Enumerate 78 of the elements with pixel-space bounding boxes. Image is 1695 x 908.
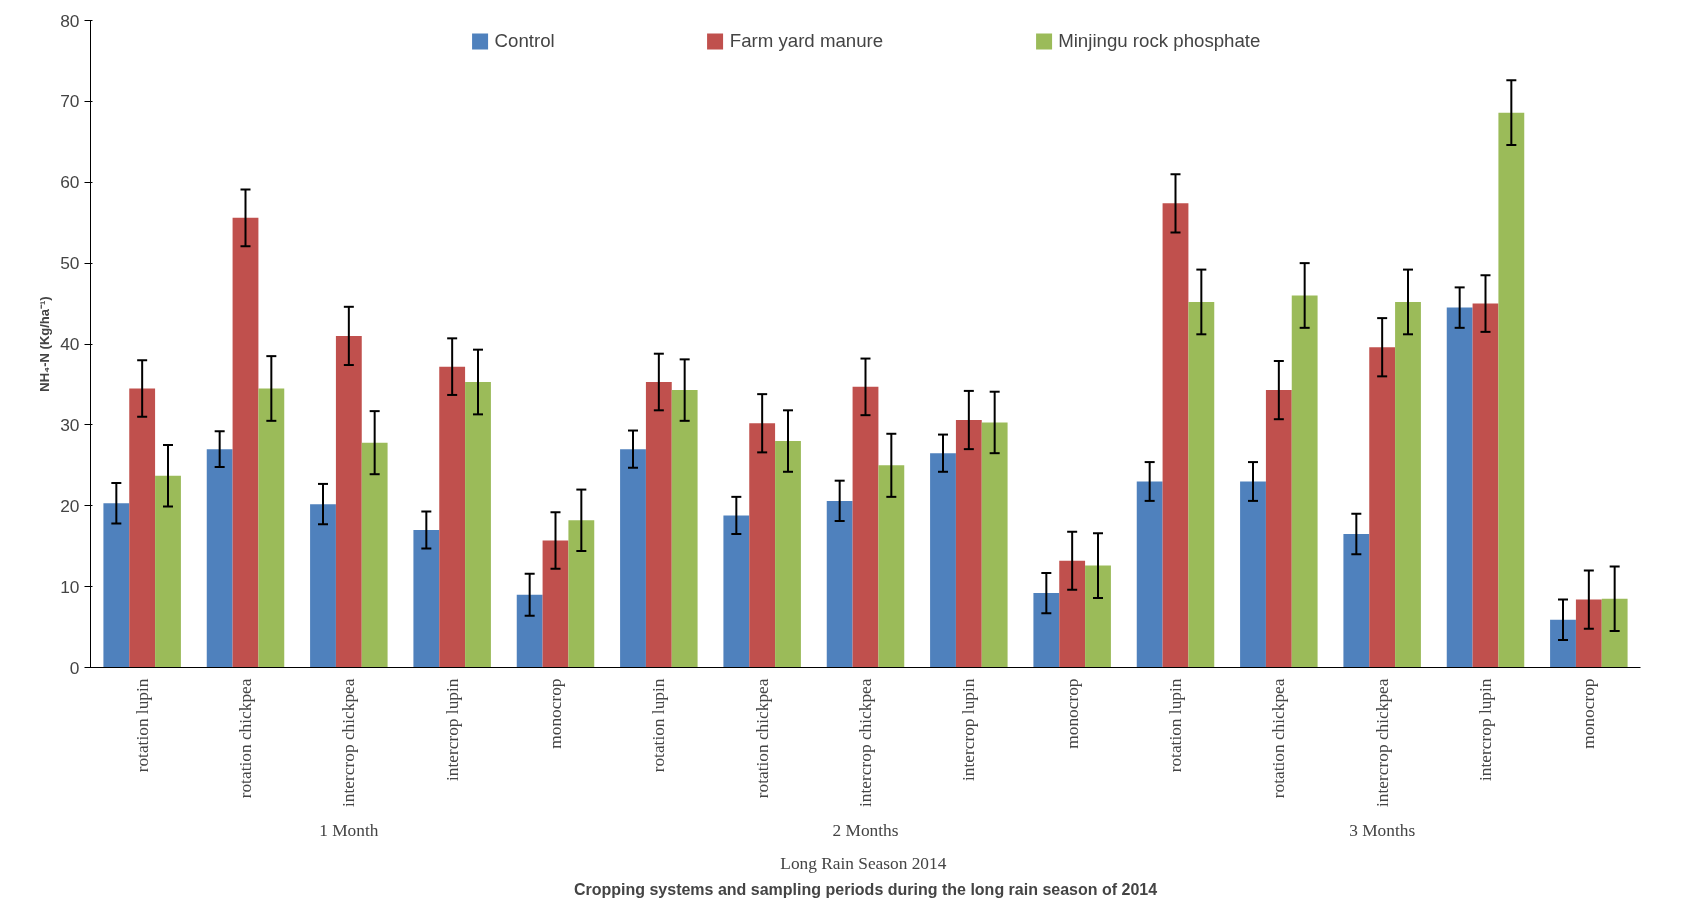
x-tick-label: intercrop chickpea (856, 678, 875, 807)
x-tick-label: rotation chickpea (236, 678, 255, 799)
bar (1291, 295, 1318, 668)
text: 1 Month (319, 820, 379, 840)
bar (826, 500, 853, 668)
bar (1343, 534, 1370, 668)
bar (361, 442, 388, 668)
y-tick-label: 80 (60, 10, 80, 31)
text: 3 Months (1349, 820, 1416, 840)
bar (232, 217, 259, 668)
legend-label: Farm yard manure (729, 30, 884, 52)
bar (1395, 301, 1421, 668)
bar (465, 382, 491, 668)
bar (671, 390, 698, 668)
bar (749, 423, 776, 668)
bar (1085, 565, 1111, 668)
x-tick-label: intercrop chickpea (1372, 678, 1392, 807)
bar (981, 422, 1008, 668)
y-tick-label: 20 (60, 495, 80, 516)
y-tick-label: 40 (60, 334, 80, 354)
bar (878, 465, 905, 668)
bar (645, 382, 672, 668)
x-tick-label: intercrop lupin (1476, 678, 1495, 781)
y-tick-label: 10 (60, 576, 80, 597)
bar (103, 503, 130, 668)
x-tick-label: rotation chickpea (1269, 678, 1289, 799)
y-tick-label: 60 (60, 172, 80, 193)
bar (1059, 560, 1086, 668)
bar (1550, 619, 1576, 668)
x-tick-label: monocrop (1579, 678, 1599, 749)
text: 2 Months (832, 820, 899, 840)
bar (129, 388, 156, 668)
bar (206, 449, 233, 668)
bar (155, 475, 181, 668)
bar (1188, 301, 1215, 668)
bar (723, 515, 750, 668)
bar (1033, 593, 1060, 668)
bar (568, 520, 595, 668)
x-tick-label: rotation lupin (132, 678, 152, 773)
bar (620, 449, 646, 668)
y-tick-label: 50 (60, 253, 80, 274)
y-tick-label: 30 (60, 414, 80, 435)
bar (852, 386, 879, 668)
bar (335, 335, 362, 668)
bar (775, 441, 801, 668)
x-tick-label: rotation lupin (1166, 678, 1185, 773)
y-axis-title: NH₄-N (Kg/ha⁻¹) (37, 296, 53, 392)
bar (1575, 599, 1602, 668)
x-axis-title: Cropping systems and sampling periods during the long rain season of 2014 (573, 880, 1158, 898)
bar (1446, 307, 1473, 668)
bar (930, 453, 956, 668)
x-tick-label: intercrop lupin (442, 678, 462, 781)
x-tick-label: rotation lupin (649, 678, 669, 773)
bar (1498, 112, 1525, 668)
bar (516, 594, 543, 668)
bar (955, 420, 982, 668)
bar (310, 504, 336, 668)
legend-label: Minjingu rock phosphate (1058, 30, 1261, 52)
x-tick-label: intercrop lupin (959, 678, 979, 781)
text: Long Rain Season 2014 (780, 853, 947, 873)
bar (1369, 347, 1396, 668)
bar (1265, 390, 1292, 668)
bar (1601, 598, 1628, 668)
bar (1162, 203, 1189, 668)
legend-label: Control (494, 30, 555, 52)
x-tick-label: intercrop chickpea (339, 678, 359, 807)
bar (1240, 481, 1266, 668)
bar (1472, 303, 1499, 668)
bar (542, 540, 569, 668)
y-tick-label: 0 (69, 657, 80, 678)
bar (439, 366, 466, 668)
bar (258, 388, 285, 668)
x-tick-label: monocrop (546, 678, 565, 749)
bar (413, 530, 440, 668)
bar (1136, 481, 1163, 668)
y-tick-label: 70 (60, 91, 80, 112)
x-tick-label: monocrop (1062, 678, 1082, 749)
x-tick-label: rotation chickpea (752, 678, 772, 799)
